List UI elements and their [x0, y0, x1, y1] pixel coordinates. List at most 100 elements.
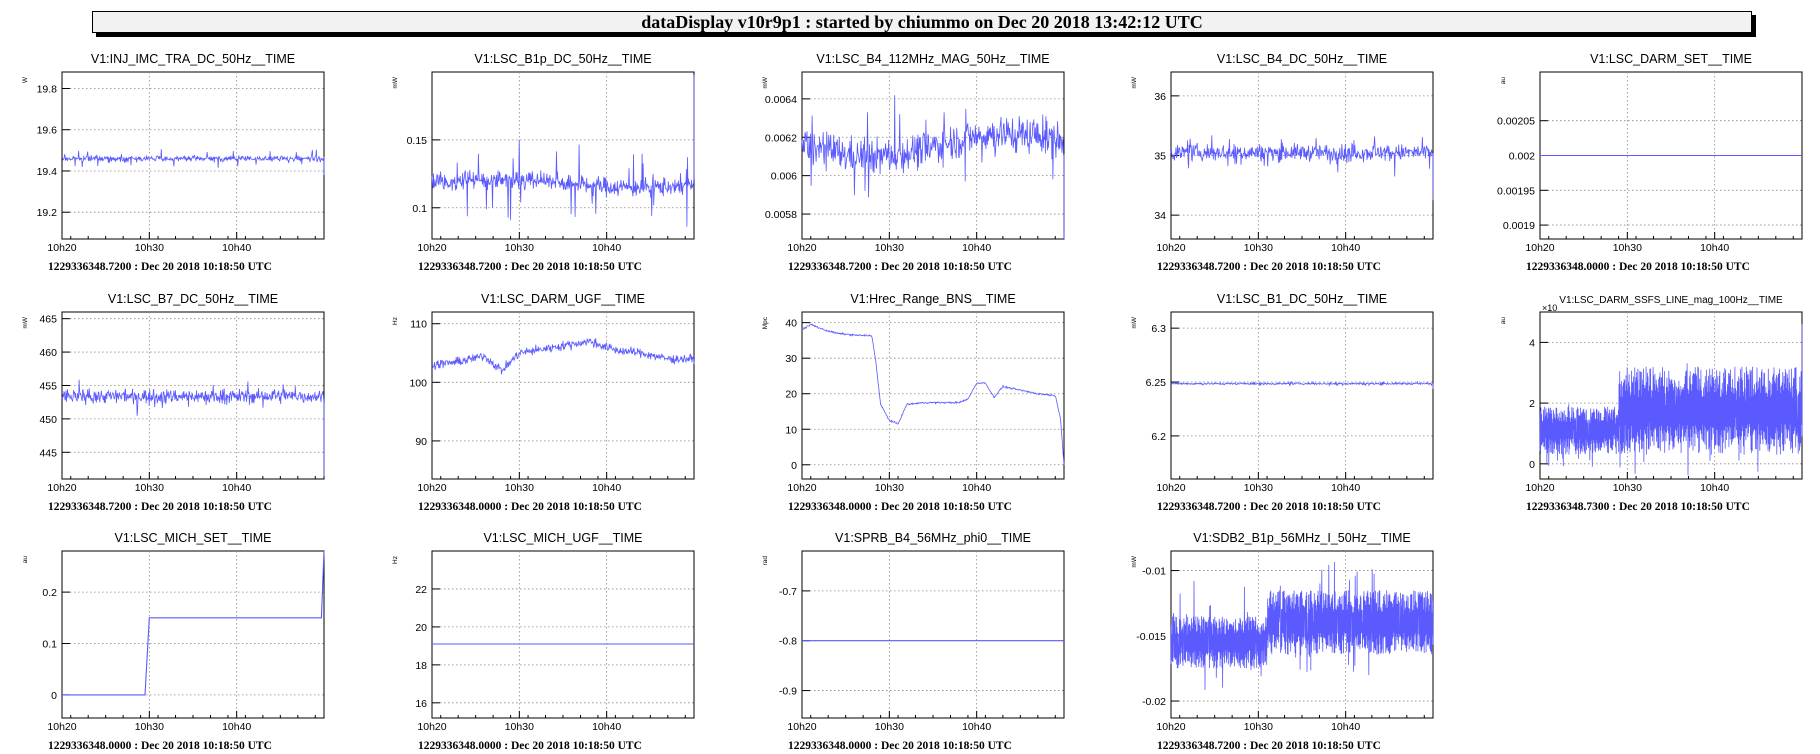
- x-tick-label: 10h30: [1244, 242, 1273, 254]
- x-tick-label: 10h40: [962, 721, 991, 733]
- x-tick-label: 10h40: [592, 242, 621, 254]
- plot-frame: [801, 550, 1065, 719]
- y-tick-label: 445: [39, 447, 57, 459]
- x-tick-label: 10h40: [1331, 721, 1360, 733]
- plot-frame: [61, 550, 325, 719]
- chart-panel: V1:LSC_DARM_UGF__TIME Hz 10h20 10h30 10h40 90…: [392, 292, 695, 513]
- y-tick-label: 0: [1529, 459, 1535, 471]
- y-axis-unit: au: [1500, 317, 1507, 325]
- plot-frame: [801, 71, 1065, 240]
- y-axis-unit: mW: [22, 316, 29, 328]
- x-tick-label: 10h30: [505, 242, 534, 254]
- x-tick-label: 10h40: [592, 721, 621, 733]
- chart-title: V1:LSC_B1_DC_50Hz__TIME: [1217, 292, 1387, 306]
- y-tick-label: 0.15: [407, 135, 428, 147]
- y-tick-label: 0.1: [42, 638, 57, 650]
- x-tick-label: 10h30: [1613, 482, 1642, 494]
- x-tick-label: 10h40: [592, 482, 621, 494]
- app-title: dataDisplay v10r9p1 : started by chiummo…: [641, 12, 1203, 32]
- x-tick-label: 10h30: [505, 721, 534, 733]
- chart-time-footer: 1229336348.0000 : Dec 20 2018 10:18:50 U…: [788, 740, 1012, 752]
- data-trace-line: [1170, 561, 1434, 691]
- x-tick-label: 10h30: [135, 482, 164, 494]
- y-tick-label: 19.2: [37, 207, 58, 219]
- y-axis-unit: W: [22, 76, 29, 83]
- chart-time-footer: 1229336348.7200 : Dec 20 2018 10:18:50 U…: [418, 261, 642, 273]
- y-tick-label: 20: [415, 622, 427, 634]
- y-axis-unit: Hz: [392, 556, 399, 564]
- y-tick-label: 6.3: [1151, 323, 1166, 335]
- x-tick-label: 10h30: [505, 482, 534, 494]
- chart-time-footer: 1229336348.0000 : Dec 20 2018 10:18:50 U…: [48, 740, 272, 752]
- plot-frame: [61, 71, 325, 240]
- y-tick-label: 35: [1154, 151, 1166, 163]
- chart-panel: V1:LSC_B1p_DC_50Hz__TIME mW 10h20 10h30 10h4…: [392, 52, 695, 273]
- x-tick-label: 10h30: [135, 242, 164, 254]
- y-axis-unit: mW: [1131, 555, 1138, 567]
- data-trace-line: [431, 74, 695, 227]
- x-tick-label: 10h30: [1244, 482, 1273, 494]
- chart-time-footer: 1229336348.7200 : Dec 20 2018 10:18:50 U…: [788, 261, 1012, 273]
- plot-frame: [431, 550, 695, 719]
- chart-panel: V1:Hrec_Range_BNS__TIME Mpc 10h20 10h30 10h4…: [762, 292, 1065, 513]
- app-title-bar: dataDisplay v10r9p1 : started by chiummo…: [92, 11, 1752, 33]
- x-tick-label: 10h20: [417, 721, 446, 733]
- chart-time-footer: 1229336348.7200 : Dec 20 2018 10:18:50 U…: [1157, 740, 1381, 752]
- plot-frame: [1170, 311, 1434, 480]
- chart-title: V1:LSC_DARM_UGF__TIME: [481, 292, 645, 306]
- x-tick-label: 10h30: [135, 721, 164, 733]
- x-tick-label: 10h30: [1613, 242, 1642, 254]
- y-tick-label: 6.25: [1146, 377, 1167, 389]
- y-tick-label: 0.0062: [765, 132, 797, 144]
- y-axis-exponent: ×10: [1542, 303, 1557, 313]
- x-tick-label: 10h20: [417, 482, 446, 494]
- data-trace-line: [61, 379, 325, 477]
- y-tick-label: 0.2: [42, 587, 57, 599]
- y-tick-label: 90: [415, 436, 427, 448]
- y-tick-label: 450: [39, 414, 57, 426]
- plot-frame: [431, 311, 695, 480]
- x-tick-label: 10h20: [47, 721, 76, 733]
- y-axis-unit: au: [22, 556, 29, 564]
- chart-title: V1:LSC_B1p_DC_50Hz__TIME: [474, 52, 651, 66]
- chart-panel: V1:LSC_B7_DC_50Hz__TIME mW 10h20 10h30 10h40…: [22, 292, 325, 513]
- y-tick-label: 100: [409, 377, 427, 389]
- x-tick-label: 10h40: [1331, 482, 1360, 494]
- y-tick-label: 6.2: [1151, 431, 1166, 443]
- y-tick-label: -0.7: [779, 586, 797, 598]
- x-tick-label: 10h20: [1156, 242, 1185, 254]
- data-trace-line: [801, 95, 1065, 239]
- chart-time-footer: 1229336348.7200 : Dec 20 2018 10:18:50 U…: [1157, 261, 1381, 273]
- chart-panel: V1:LSC_B4_DC_50Hz__TIME mW 10h20 10h30 10h40…: [1131, 52, 1434, 273]
- chart-title: V1:LSC_B4_DC_50Hz__TIME: [1217, 52, 1387, 66]
- y-axis-unit: Hz: [392, 317, 399, 325]
- data-trace-line: [1170, 380, 1434, 389]
- x-tick-label: 10h40: [1700, 242, 1729, 254]
- plot-frame: [431, 71, 695, 240]
- chart-time-footer: 1229336348.7200 : Dec 20 2018 10:18:50 U…: [48, 501, 272, 513]
- chart-panel: V1:SDB2_B1p_56MHz_I_50Hz__TIME mW 10h20 10h…: [1131, 531, 1434, 752]
- chart-title: V1:SPRB_B4_56MHz_phi0__TIME: [835, 531, 1031, 545]
- x-tick-label: 10h40: [222, 242, 251, 254]
- chart-title: V1:INJ_IMC_TRA_DC_50Hz__TIME: [91, 52, 295, 66]
- y-tick-label: -0.01: [1142, 566, 1166, 578]
- x-tick-label: 10h20: [1525, 242, 1554, 254]
- y-axis-unit: Mpc: [762, 316, 769, 329]
- chart-panel: V1:LSC_MICH_UGF__TIME Hz 10h20 10h30 10h40 16…: [392, 531, 695, 752]
- x-tick-label: 10h20: [1156, 482, 1185, 494]
- data-trace-line: [62, 550, 325, 696]
- chart-panel: V1:LSC_B4_112MHz_MAG_50Hz__TIME mW 10h20 10…: [762, 52, 1065, 273]
- data-trace-line: [1539, 324, 1803, 476]
- x-tick-label: 10h30: [875, 721, 904, 733]
- y-tick-label: 40: [785, 318, 797, 330]
- x-tick-label: 10h20: [1525, 482, 1554, 494]
- chart-time-footer: 1229336348.7200 : Dec 20 2018 10:18:50 U…: [48, 261, 272, 273]
- chart-title: V1:LSC_B4_112MHz_MAG_50Hz__TIME: [816, 52, 1049, 66]
- x-tick-label: 10h30: [1244, 721, 1273, 733]
- data-trace-line: [431, 338, 695, 375]
- chart-time-footer: 1229336348.7300 : Dec 20 2018 10:18:50 U…: [1526, 501, 1750, 513]
